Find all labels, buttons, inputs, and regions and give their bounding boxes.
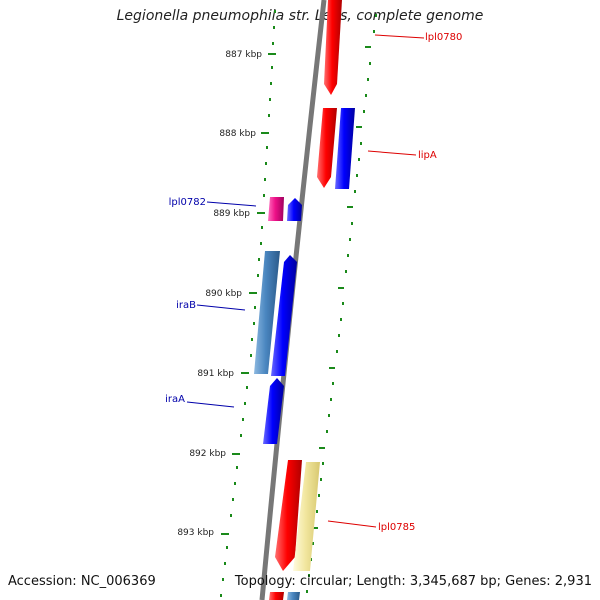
gene-label-lpl0782[interactable]: lpl0782: [169, 197, 206, 208]
leader-iraA: [186, 401, 235, 408]
kbp-label-888: 888 kbp: [219, 129, 256, 139]
feature-iraA-gene[interactable]: [263, 378, 284, 444]
gene-label-lipA[interactable]: lipA: [418, 150, 437, 161]
gene-label-lpl0780[interactable]: lpl0780: [425, 32, 462, 43]
feature-lpl0781[interactable]: [317, 108, 337, 188]
gene-label-lpl0785[interactable]: lpl0785: [378, 522, 415, 533]
inner-tick-track: [220, 10, 276, 597]
outer-tick-track: [306, 14, 377, 593]
feature-iraB-gene[interactable]: [271, 255, 297, 376]
feature-lpl0780[interactable]: [324, 0, 342, 95]
gene-label-iraB[interactable]: iraB: [176, 300, 196, 311]
feature-lipA-gene[interactable]: [335, 108, 355, 189]
feature-lpl0786-b[interactable]: [287, 592, 300, 600]
feature-lpl0782b-gene[interactable]: [287, 198, 302, 221]
kbp-label-891: 891 kbp: [197, 369, 234, 379]
leader-iraB: [196, 304, 246, 311]
leader-lpl0780: [374, 34, 425, 39]
leader-lpl0782: [206, 201, 257, 207]
leader-lpl0785: [327, 520, 377, 528]
feature-lpl0785[interactable]: [275, 460, 302, 571]
feature-lpl0786[interactable]: [269, 592, 284, 600]
feature-iraB[interactable]: [254, 251, 280, 374]
kbp-label-889: 889 kbp: [213, 209, 250, 219]
kbp-label-892: 892 kbp: [189, 449, 226, 459]
feature-lpl0782[interactable]: [268, 197, 284, 221]
leader-lipA: [367, 150, 417, 156]
gene-label-iraA[interactable]: iraA: [165, 394, 185, 405]
accession-text: Accession: NC_006369: [8, 574, 156, 589]
genome-summary-text: Topology: circular; Length: 3,345,687 bp…: [234, 574, 592, 589]
kbp-label-887: 887 kbp: [225, 50, 262, 60]
map-title: Legionella pneumophila str. Lens, comple…: [116, 8, 484, 24]
feature-lpl0785-misc[interactable]: [293, 462, 320, 571]
kbp-label-893: 893 kbp: [177, 528, 214, 538]
kbp-label-890: 890 kbp: [205, 289, 242, 299]
